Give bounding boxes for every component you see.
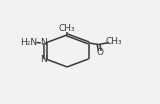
Text: N: N (40, 55, 47, 64)
Text: N: N (40, 38, 47, 47)
Text: CH₃: CH₃ (105, 37, 122, 46)
Text: O: O (96, 48, 103, 57)
Text: CH₃: CH₃ (59, 24, 75, 33)
Text: H₂N: H₂N (20, 38, 37, 47)
